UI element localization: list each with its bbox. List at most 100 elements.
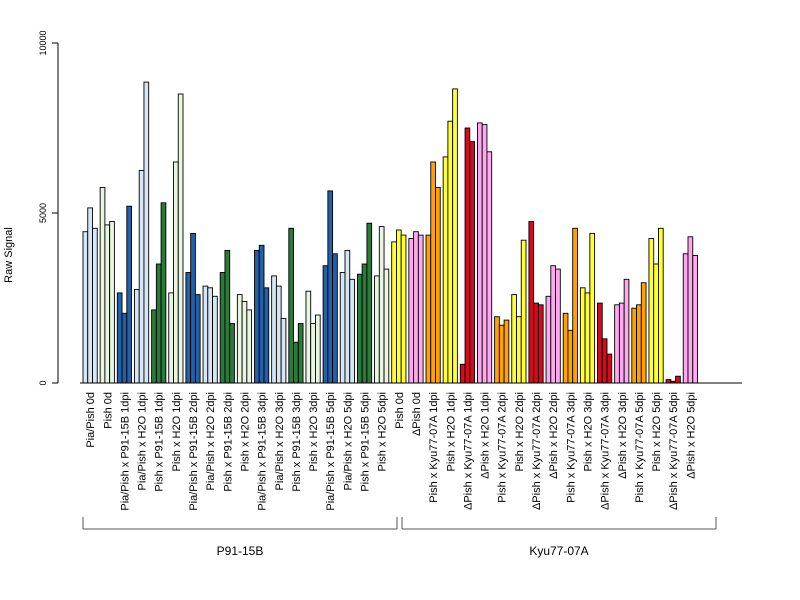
bar <box>692 255 698 384</box>
bar <box>116 292 123 384</box>
category-label: Pish x P91-15B 3dpi <box>291 392 303 492</box>
group-label: Kyu77-07A <box>529 544 588 558</box>
bar <box>155 263 162 384</box>
bar <box>537 304 544 384</box>
bar <box>82 231 89 384</box>
bar <box>126 205 133 384</box>
bar <box>87 207 93 384</box>
bar <box>545 295 552 384</box>
bar <box>293 341 299 384</box>
bar <box>579 287 586 384</box>
bar <box>92 227 98 384</box>
category-label: Pish x H2O 5dpi <box>377 392 389 471</box>
category-label: Pish 0d <box>102 392 114 429</box>
category-label: Pia/Pish x P91-15B 3dpi <box>257 392 269 511</box>
bar <box>597 302 603 384</box>
bar <box>349 278 355 384</box>
bar <box>572 227 578 384</box>
bar <box>584 292 591 384</box>
bar <box>640 282 647 384</box>
bar <box>271 275 277 384</box>
bar <box>528 221 535 384</box>
category-label: Pish x H2O 1dpi <box>445 392 457 471</box>
bar <box>194 294 201 384</box>
bar <box>339 272 346 384</box>
bar <box>280 317 287 384</box>
bar <box>133 289 140 384</box>
category-label: ΔPish x Kyu77-07A 5dpi <box>668 392 680 510</box>
bar <box>391 241 397 384</box>
category-label: ΔPish x Kyu77-07A 3dpi <box>600 392 612 510</box>
category-label: Pish x P91-15B 1dpi <box>154 392 166 492</box>
bar <box>413 231 419 384</box>
bar <box>378 226 385 384</box>
bar <box>435 187 441 384</box>
category-label: Pia/Pish x H2O 1dpi <box>137 392 149 490</box>
bar <box>498 324 505 384</box>
bar <box>567 329 574 384</box>
category-label: Pia/Pish 0d <box>85 392 97 448</box>
bar <box>241 300 248 384</box>
bar <box>469 141 475 384</box>
bar <box>503 319 510 384</box>
category-label: ΔPish x H2O 3dpi <box>617 392 629 479</box>
bar <box>447 120 454 384</box>
bar <box>332 253 338 384</box>
bar <box>310 323 316 384</box>
bar <box>555 268 561 384</box>
bar <box>236 294 243 384</box>
y-axis: 0 5000 10000 <box>38 30 59 386</box>
bar <box>177 93 184 384</box>
bar <box>396 229 402 384</box>
bar <box>550 265 556 384</box>
category-labels: Pia/Pish 0d Pish 0d Pia/Pish x P91-15B 1dp… <box>85 392 697 511</box>
y-tick-label: 10000 <box>38 30 48 55</box>
bar <box>361 263 368 384</box>
bar <box>322 265 329 384</box>
bar <box>631 307 637 384</box>
bar <box>212 295 218 384</box>
category-label: ΔPish 0d <box>411 392 423 436</box>
category-label: Pia/Pish x H2O 2dpi <box>205 392 217 490</box>
bar <box>344 249 351 384</box>
category-label: ΔPish x H2O 2dpi <box>548 392 560 479</box>
category-label: Pish x P91-15B 5dpi <box>360 392 372 492</box>
bar <box>658 227 664 384</box>
bar <box>648 238 655 384</box>
bar <box>207 287 214 384</box>
category-label: Pish x Kyu77-07A 3dpi <box>565 392 577 503</box>
group-label: P91-15B <box>217 544 264 558</box>
bar <box>682 253 689 384</box>
category-label: Pish x H2O 2dpi <box>239 392 251 471</box>
bar <box>297 323 304 384</box>
bar <box>160 202 167 384</box>
bar <box>246 309 253 384</box>
bar <box>636 304 642 384</box>
category-label: Pish x Kyu77-07A 5dpi <box>634 392 646 503</box>
bar <box>481 124 488 384</box>
bar <box>533 302 539 384</box>
bar <box>464 127 471 384</box>
category-label: ΔPish x H2O 5dpi <box>685 392 697 479</box>
bar <box>202 285 209 384</box>
bar <box>494 316 500 384</box>
bar <box>665 379 672 384</box>
bar <box>173 161 179 384</box>
bar <box>425 234 432 384</box>
category-label: Pish x H2O 3dpi <box>582 392 594 471</box>
category-label: Pish x P91-15B 2dpi <box>222 392 234 492</box>
bar <box>400 234 407 384</box>
category-label: Pish 0d <box>394 392 406 429</box>
bar <box>151 309 157 384</box>
bar <box>511 294 517 384</box>
bar <box>366 222 373 384</box>
category-label: Pia/Pish x P91-15B 1dpi <box>119 392 131 511</box>
bar <box>229 323 235 384</box>
bar <box>618 302 625 384</box>
bar <box>121 312 128 384</box>
category-label: ΔPish x H2O 1dpi <box>480 392 492 479</box>
bar <box>459 363 466 384</box>
bar <box>675 375 681 384</box>
bar <box>263 287 270 384</box>
